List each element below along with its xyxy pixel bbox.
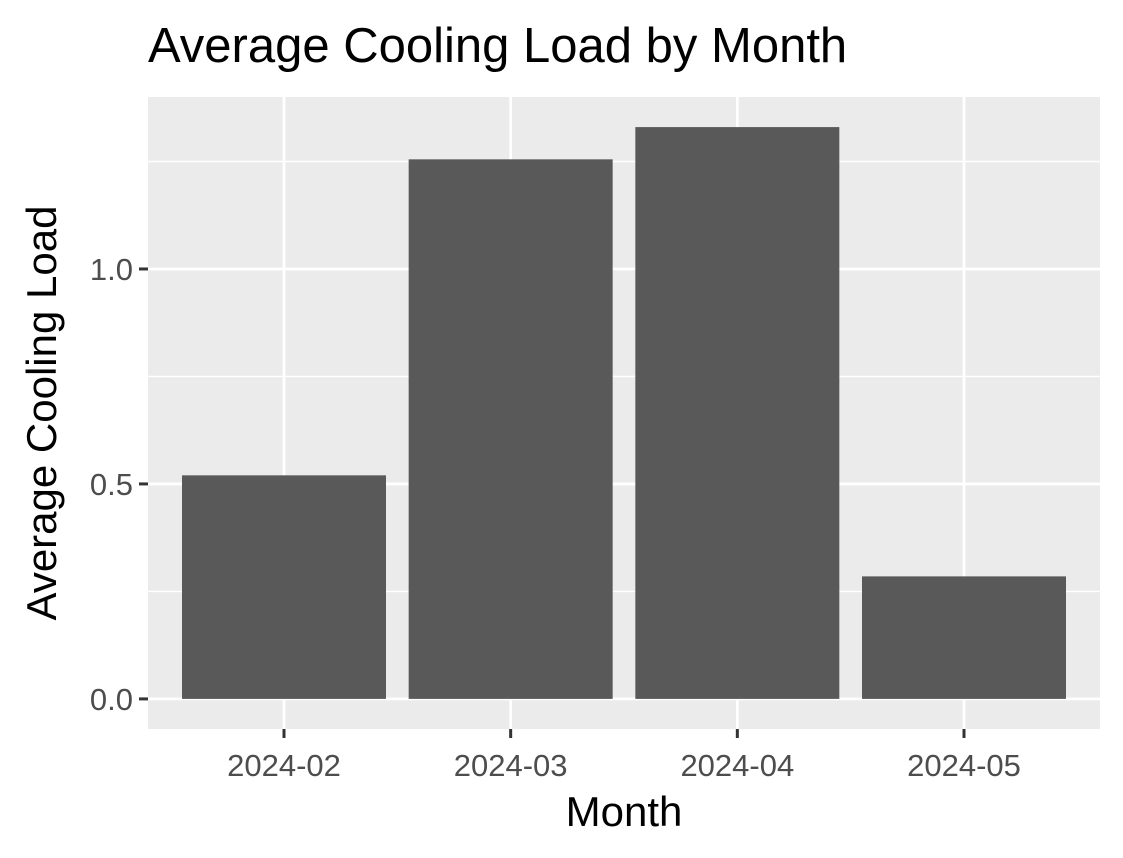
y-tick-label: 0.0 bbox=[90, 682, 133, 717]
x-tick-label: 2024-03 bbox=[454, 748, 568, 783]
bar-2024-05 bbox=[862, 576, 1066, 699]
x-tick-label: 2024-02 bbox=[227, 748, 341, 783]
y-axis: 0.0 0.5 1.0 bbox=[90, 252, 148, 717]
x-tick-label: 2024-05 bbox=[907, 748, 1021, 783]
chart-title: Average Cooling Load by Month bbox=[148, 19, 847, 73]
bar-2024-02 bbox=[182, 475, 386, 699]
bar-2024-04 bbox=[635, 127, 840, 699]
bars bbox=[182, 127, 1066, 699]
bar-2024-03 bbox=[408, 159, 613, 699]
y-tick-label: 0.5 bbox=[90, 467, 133, 502]
x-axis-title: Month bbox=[566, 788, 683, 835]
x-axis: 2024-02 2024-03 2024-04 2024-05 bbox=[227, 729, 1021, 783]
y-tick-label: 1.0 bbox=[90, 252, 133, 287]
y-axis-title: Average Cooling Load bbox=[18, 206, 65, 621]
x-tick-label: 2024-04 bbox=[680, 748, 794, 783]
